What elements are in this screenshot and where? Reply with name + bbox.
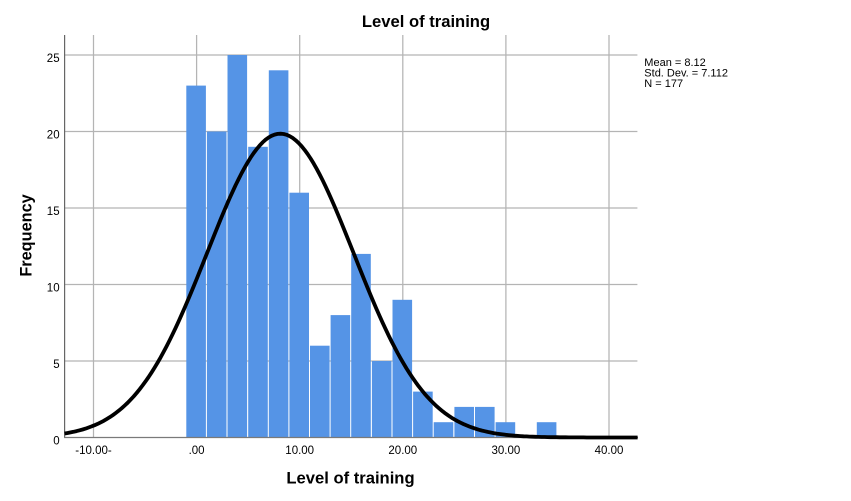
svg-text:20: 20 (47, 129, 60, 141)
svg-text:20.00: 20.00 (388, 445, 417, 457)
svg-text:.00: .00 (189, 445, 205, 457)
svg-text:10.00: 10.00 (285, 445, 314, 457)
svg-text:Mean = 8.12: Mean = 8.12 (644, 57, 705, 69)
svg-text:25: 25 (47, 53, 60, 65)
svg-text:Level of training: Level of training (286, 469, 414, 488)
svg-text:10: 10 (47, 282, 60, 294)
svg-text:Level of training: Level of training (362, 12, 490, 31)
svg-text:-10.00-: -10.00- (75, 445, 112, 457)
svg-text:Frequency: Frequency (17, 194, 35, 276)
svg-text:30.00: 30.00 (492, 445, 521, 457)
svg-text:40.00: 40.00 (595, 445, 624, 457)
svg-text:5: 5 (53, 359, 59, 371)
svg-text:N = 177: N = 177 (644, 78, 683, 90)
svg-text:Std. Dev. = 7.112: Std. Dev. = 7.112 (644, 68, 728, 80)
svg-text:15: 15 (47, 206, 60, 218)
svg-text:0: 0 (53, 435, 59, 447)
